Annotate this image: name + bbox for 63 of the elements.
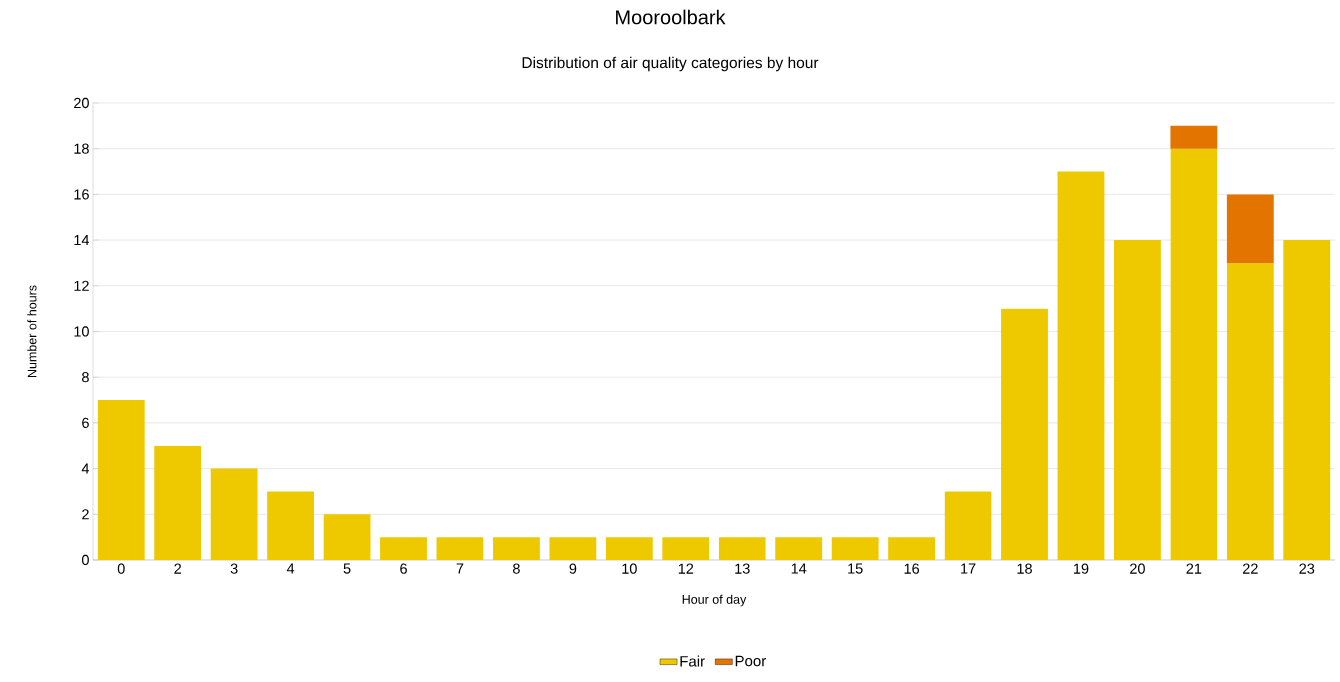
x-tick-label: 13 <box>735 563 750 574</box>
bar <box>1170 148 1218 560</box>
chart-subtitle: Distribution of air quality categories by hour <box>522 56 819 72</box>
bar <box>97 400 145 560</box>
x-tick-label: 14 <box>791 563 807 574</box>
x-tick-label: 17 <box>961 563 976 574</box>
x-tick-label: 8 <box>513 563 520 574</box>
y-tick-label: 12 <box>74 280 89 291</box>
y-tick-label: 2 <box>82 509 89 520</box>
x-tick-label: 9 <box>569 563 577 574</box>
bar <box>1170 125 1218 149</box>
legend-label: Fair <box>680 655 705 667</box>
x-tick-label: 6 <box>400 563 407 574</box>
x-tick-label: 23 <box>1299 563 1315 574</box>
bar <box>775 537 823 560</box>
x-tick-label: 19 <box>1073 563 1089 574</box>
x-tick-label: 5 <box>343 563 351 574</box>
y-tick-label: 4 <box>81 463 90 474</box>
bar <box>1226 194 1274 263</box>
bar <box>267 491 315 560</box>
y-axis-title: Number of hours <box>27 285 37 378</box>
x-axis-title: Hour of day <box>682 594 747 607</box>
bar <box>944 491 992 560</box>
bar <box>1283 240 1331 560</box>
bar <box>436 537 484 560</box>
x-tick-label: 21 <box>1186 563 1202 574</box>
bar <box>1001 308 1048 560</box>
bar <box>380 537 427 560</box>
x-tick-label: 10 <box>622 563 637 574</box>
x-tick-label: 15 <box>848 563 863 574</box>
bar <box>888 537 936 560</box>
x-tick-label: 3 <box>230 563 238 574</box>
x-tick-label: 20 <box>1130 563 1145 574</box>
bar <box>1113 240 1161 560</box>
bar <box>323 514 371 560</box>
y-tick-label: 20 <box>74 97 89 109</box>
y-tick-label: 16 <box>74 189 89 200</box>
y-tick-label: 14 <box>74 235 90 246</box>
x-tick-label: 4 <box>286 563 295 574</box>
bar <box>154 445 202 560</box>
y-tick-label: 6 <box>82 417 89 429</box>
bar <box>605 537 653 560</box>
bar <box>210 468 258 560</box>
bar <box>1226 262 1274 560</box>
x-tick-label: 2 <box>174 563 181 574</box>
bar <box>492 537 540 560</box>
y-tick-label: 10 <box>74 326 89 337</box>
bar <box>831 537 879 560</box>
x-tick-label: 0 <box>117 563 125 574</box>
bar <box>1057 171 1105 560</box>
bar <box>718 537 766 560</box>
x-tick-label: 22 <box>1243 563 1258 574</box>
x-tick-label: 18 <box>1017 563 1032 574</box>
x-tick-label: 16 <box>904 563 920 574</box>
bar <box>549 537 597 560</box>
legend-label: Poor <box>735 655 766 667</box>
y-tick-label: 18 <box>74 143 89 154</box>
y-tick-label: 8 <box>82 372 89 383</box>
y-tick-label: 0 <box>81 554 89 566</box>
bar <box>662 537 710 560</box>
x-tick-label: 12 <box>678 563 694 574</box>
chart-title: Mooroolbark <box>616 9 726 25</box>
x-tick-label: 7 <box>456 563 464 574</box>
